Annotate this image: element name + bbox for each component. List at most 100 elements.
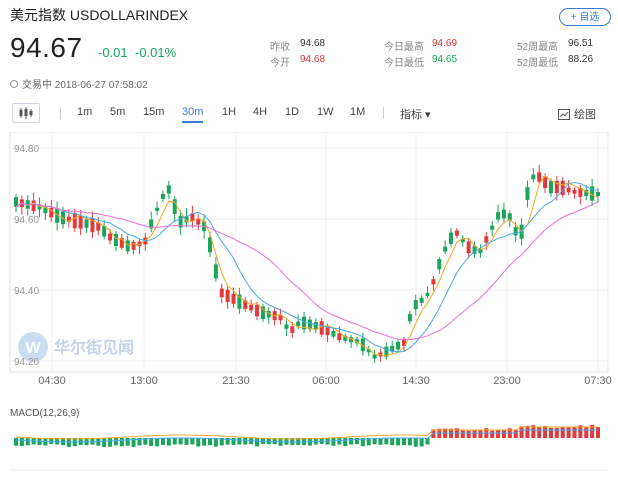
draw-icon xyxy=(558,108,570,120)
52wk-low-value: 88.26 xyxy=(568,54,594,65)
watermark-logo xyxy=(18,332,48,362)
macd-histogram-bar xyxy=(360,438,365,447)
macd-histogram-bar xyxy=(14,438,18,446)
macd-histogram-bar xyxy=(537,427,542,438)
candle-body xyxy=(125,240,130,252)
macd-histogram-bar xyxy=(402,438,406,446)
macd-histogram-bar xyxy=(531,425,536,438)
candle-body xyxy=(84,219,89,228)
price-chart[interactable]: W 华尔街见闻 94.80 94.60 94.40 94.20 04:30 13:00 21:3… xyxy=(0,131,618,480)
period-5m[interactable]: 5m xyxy=(110,106,126,118)
candle-body xyxy=(302,316,307,330)
open-value: 94.68 xyxy=(300,54,326,65)
macd-histogram-bar xyxy=(543,426,548,438)
candle-body xyxy=(496,212,501,220)
macd-histogram-bar xyxy=(225,438,230,445)
candle-body xyxy=(296,321,301,327)
macd-histogram-bar xyxy=(390,438,395,446)
candle-body xyxy=(454,230,459,236)
candle-body xyxy=(160,193,165,199)
macd-histogram-bar xyxy=(490,430,495,438)
candle-body xyxy=(66,216,71,222)
macd-histogram-bar xyxy=(178,438,183,445)
macd-histogram-bar xyxy=(560,426,565,438)
candle-body xyxy=(372,354,377,359)
period-1mo[interactable]: 1M xyxy=(350,106,366,118)
candle-body xyxy=(419,297,424,303)
candle-body xyxy=(243,300,248,309)
macd-histogram-bar xyxy=(372,438,377,445)
macd-histogram-bar xyxy=(349,438,354,445)
candle-body xyxy=(407,313,412,322)
macd-histogram-bar xyxy=(378,438,383,445)
macd-histogram-bar xyxy=(172,438,177,445)
period-1d[interactable]: 1D xyxy=(285,106,300,118)
period-1w[interactable]: 1W xyxy=(317,106,334,118)
moving-average-line xyxy=(15,181,599,353)
day-high-label: 今日最高 xyxy=(384,42,424,53)
macd-histogram-bar xyxy=(231,438,236,445)
day-low-value: 94.65 xyxy=(432,54,458,65)
candle-body xyxy=(396,341,401,350)
macd-label: MACD(12,26,9) xyxy=(10,408,79,419)
candle-body xyxy=(119,238,124,248)
candle-body xyxy=(354,339,359,344)
candle-body xyxy=(255,304,260,317)
x-tick-label: 04:30 xyxy=(38,375,66,387)
macd-histogram-bar xyxy=(413,438,418,447)
candle-body xyxy=(472,245,477,254)
candle-body xyxy=(131,241,136,250)
period-1m[interactable]: 1m xyxy=(77,106,93,118)
moving-average-line xyxy=(15,201,599,341)
candle-body xyxy=(478,249,483,254)
macd-histogram-bar xyxy=(149,438,154,447)
candle-body xyxy=(349,337,354,343)
day-low-label: 今日最低 xyxy=(384,58,424,69)
clock-icon xyxy=(10,79,18,88)
macd-histogram-bar xyxy=(102,438,107,447)
current-price: 94.67 xyxy=(10,32,83,63)
draw-tool-button[interactable]: 绘图 xyxy=(558,106,596,122)
candle-body xyxy=(331,330,336,337)
candle-body xyxy=(166,185,171,194)
candle-body xyxy=(437,259,442,270)
candlestick-chart[interactable]: W 华尔街见闻 94.80 94.60 94.40 94.20 04:30 13:00 21:3… xyxy=(0,131,618,480)
candle-body xyxy=(337,333,342,341)
period-15m[interactable]: 15m xyxy=(143,106,165,118)
candle-body xyxy=(425,292,430,297)
x-tick-label: 21:30 xyxy=(222,375,250,387)
candle-body xyxy=(531,174,536,180)
candle-body xyxy=(513,227,518,236)
candle-body xyxy=(72,213,77,229)
candle-body xyxy=(172,199,177,215)
macd-histogram-bar xyxy=(25,438,30,446)
add-watchlist-button[interactable]: + 自选 xyxy=(559,8,611,26)
candle-body xyxy=(584,189,589,197)
watermark-text: 华尔街见闻 xyxy=(54,338,134,357)
candle-body xyxy=(237,294,242,309)
macd-histogram-bar xyxy=(596,427,600,438)
page-title: 美元指数 USDOLLARINDEX xyxy=(10,7,189,23)
candle-body xyxy=(313,322,318,330)
macd-histogram-bar xyxy=(108,438,113,447)
macd-histogram-bar xyxy=(119,438,124,447)
period-30m[interactable]: 30m xyxy=(182,106,204,123)
macd-histogram-bar xyxy=(137,438,142,446)
indicator-menu[interactable]: 指标 ▾ xyxy=(400,109,431,121)
candlestick-type-button[interactable] xyxy=(12,103,40,123)
macd-histogram-bar xyxy=(419,438,424,447)
toolbar-divider xyxy=(383,107,384,119)
candlestick-icon xyxy=(19,107,33,119)
macd-histogram-bar xyxy=(190,438,195,445)
candle-body xyxy=(490,225,495,230)
macd-histogram-bar xyxy=(466,430,471,438)
macd-histogram-bar xyxy=(155,438,160,447)
period-4h[interactable]: 4H xyxy=(253,106,268,118)
candle-body xyxy=(155,207,160,211)
macd-histogram-bar xyxy=(219,438,224,446)
macd-histogram-bar xyxy=(566,426,571,438)
trading-status-text: 交易中 2018-06-27 07:58:02 xyxy=(22,80,148,91)
candle-body xyxy=(384,346,389,357)
macd-histogram-bar xyxy=(131,438,136,447)
period-1h[interactable]: 1H xyxy=(222,106,237,118)
